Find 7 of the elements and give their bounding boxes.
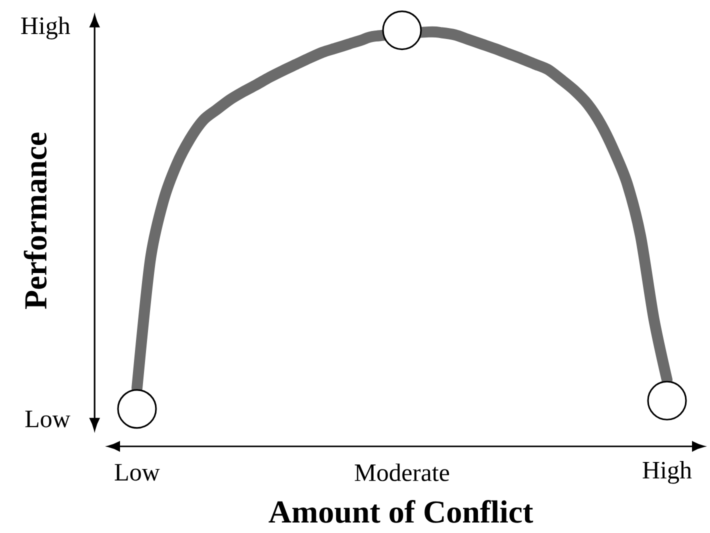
x-tick-label: Moderate	[354, 464, 450, 482]
y-axis-title: Performance	[24, 132, 47, 309]
x-axis-title: Amount of Conflict	[268, 500, 534, 523]
x-tick-label: High	[642, 461, 692, 484]
x-tick-label: Low	[114, 464, 160, 481]
text: Low	[25, 410, 70, 428]
text: High	[21, 16, 70, 40]
